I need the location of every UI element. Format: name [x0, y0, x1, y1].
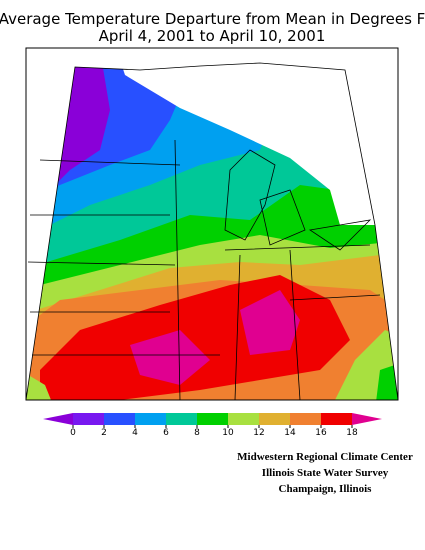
legend-tick-label: 6 — [163, 428, 169, 438]
legend-tick-label: 2 — [101, 428, 107, 438]
credit-line: Champaign, Illinois — [279, 483, 373, 495]
legend-swatch — [104, 413, 135, 425]
legend-tick-label: 8 — [194, 428, 200, 438]
legend-swatch — [321, 413, 352, 425]
legend-swatch — [228, 413, 259, 425]
legend-swatch — [73, 413, 104, 425]
temperature-field — [26, 63, 398, 400]
title-line: Average Temperature Departure from Mean … — [0, 10, 425, 28]
legend-tick-label: 0 — [70, 428, 76, 438]
legend-tick-label: 14 — [284, 428, 296, 438]
legend-arrow — [43, 413, 73, 425]
legend-tick-label: 12 — [253, 428, 264, 438]
legend-tick-label: 18 — [346, 428, 358, 438]
legend-swatch — [290, 413, 321, 425]
legend-swatch — [259, 413, 290, 425]
legend-swatch — [197, 413, 228, 425]
legend-tick-label: 16 — [315, 428, 327, 438]
legend-swatch — [135, 413, 166, 425]
title-line: April 4, 2001 to April 10, 2001 — [99, 27, 326, 45]
legend-arrow — [352, 413, 382, 425]
credit-line: Illinois State Water Survey — [262, 467, 389, 479]
credit-line: Midwestern Regional Climate Center — [237, 451, 413, 463]
legend-tick-label: 4 — [132, 428, 138, 438]
map-frame — [25, 47, 399, 401]
legend-tick-label: 10 — [222, 428, 234, 438]
legend-swatch — [166, 413, 197, 425]
